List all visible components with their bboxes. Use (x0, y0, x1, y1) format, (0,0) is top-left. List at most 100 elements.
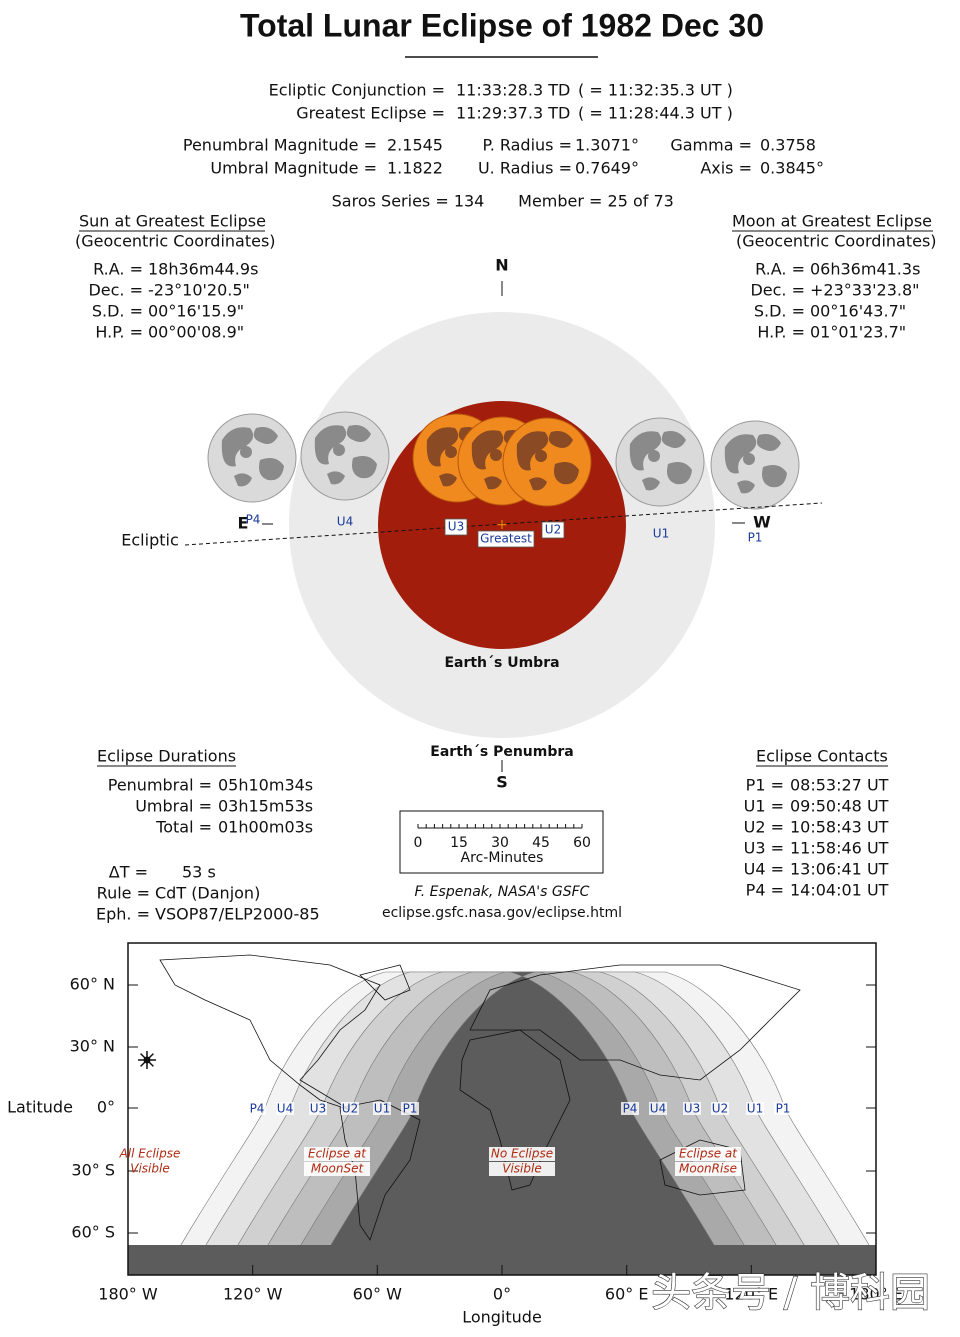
map-contact-label: U2 (342, 1102, 358, 1116)
moon (502, 417, 592, 507)
label: 18h36m44.9s (148, 260, 258, 279)
map-contact-box (373, 1102, 391, 1115)
zone-label: All Eclipse (119, 1147, 181, 1161)
map (128, 943, 876, 1275)
label: -23°10'20.5" (148, 281, 250, 300)
label: 03h15m53s (218, 797, 313, 816)
label: 1.1822 (387, 159, 443, 178)
visibility-zone (313, 971, 732, 1275)
map-contact-label: U4 (650, 1102, 666, 1116)
zone-label: No Eclipse (491, 1147, 553, 1161)
map-contact-box (276, 1102, 294, 1115)
label: S.D. = (92, 302, 143, 321)
continent (359, 964, 411, 1001)
label: Eph. = (96, 905, 150, 924)
label: 13:06:41 UT (790, 860, 889, 879)
section-heading: Moon at Greatest Eclipse (732, 212, 932, 231)
title: Total Lunar Eclipse of 1982 Dec 30 (240, 7, 764, 43)
moon-disk (615, 417, 705, 507)
longitude-label: 180° W (98, 1285, 158, 1304)
label: H.P. = (757, 323, 805, 342)
label: 00°16'15.9" (148, 302, 244, 321)
label: 0.7649° (575, 159, 639, 178)
label: Umbral Magnitude = (210, 159, 377, 178)
moon-disk (300, 411, 390, 501)
contact-label: Greatest (480, 532, 532, 546)
moon (207, 413, 297, 503)
map-contact-box (746, 1102, 764, 1115)
latitude-label: 30° N (70, 1037, 115, 1056)
label: 05h10m34s (218, 776, 313, 795)
label: 11:58:46 UT (790, 839, 889, 858)
label: 01°01'23.7" (810, 323, 906, 342)
label: Latitude (7, 1098, 73, 1117)
longitude-label: 180° E (849, 1285, 903, 1304)
scale-tick-label: 15 (450, 835, 468, 851)
section-heading: Eclipse Contacts (756, 747, 888, 766)
label: E (238, 514, 249, 533)
moon-disk (207, 413, 297, 503)
label: U2 = (744, 818, 784, 837)
label: Penumbral Magnitude = (183, 136, 377, 155)
map-contact-box (649, 1102, 667, 1115)
label: Arc-Minutes (461, 850, 544, 866)
sun-ray (140, 1053, 148, 1061)
map-contact-label: U2 (712, 1102, 728, 1116)
label: 53 s (182, 863, 216, 882)
label: 06h36m41.3s (810, 260, 920, 279)
label: Saros Series = 134 (332, 192, 485, 211)
moon (300, 411, 390, 501)
label: 01h00m03s (218, 818, 313, 837)
continent (659, 1139, 746, 1196)
map-contact-label: U1 (374, 1102, 390, 1116)
zone-label: MoonRise (679, 1162, 737, 1176)
contact-box (541, 521, 565, 539)
contact-label: U3 (448, 520, 464, 534)
label: eclipse.gsfc.nasa.gov/eclipse.html (382, 905, 622, 921)
zone-label: Eclipse at (308, 1147, 367, 1161)
label: Earth´s Umbra (444, 655, 559, 671)
moon-disk (710, 420, 800, 510)
map-contact-label: U4 (277, 1102, 293, 1116)
contact-box (444, 518, 468, 536)
ecliptic (184, 502, 823, 546)
map-contact-label: P1 (776, 1102, 791, 1116)
sun-ray (146, 1053, 154, 1061)
contact-box (477, 530, 535, 548)
scale-box (399, 810, 604, 874)
map-contact-label: P4 (623, 1102, 638, 1116)
label: P1 = (746, 776, 784, 795)
contact-label: P4 (246, 513, 261, 527)
label: 14:04:01 UT (790, 881, 889, 900)
map-contact-box (309, 1102, 327, 1115)
label: Greatest Eclipse = (296, 104, 445, 123)
label: Penumbral = (108, 776, 212, 795)
map-contact-box (621, 1102, 639, 1115)
label: 08:53:27 UT (790, 776, 889, 795)
label: 10:58:43 UT (790, 818, 889, 837)
label: Earth´s Penumbra (430, 744, 573, 760)
label: 0.3845° (760, 159, 824, 178)
scale-tick-label: 60 (573, 835, 591, 851)
label: S.D. = (754, 302, 805, 321)
label: N (495, 256, 508, 275)
zone-label: Eclipse at (679, 1147, 738, 1161)
label: 11:29:37.3 TD (456, 104, 570, 123)
scale-tick-label: 45 (532, 835, 550, 851)
zone-bg (489, 1162, 555, 1176)
zone-label: MoonSet (311, 1162, 365, 1176)
greatest-marker: + (496, 517, 508, 533)
label: Dec. = (750, 281, 805, 300)
zone-bg (489, 1147, 555, 1161)
label: +23°33'23.8" (810, 281, 920, 300)
label: 00°00'08.9" (148, 323, 244, 342)
continent (459, 1029, 571, 1191)
continent (469, 964, 801, 1081)
map-contact-label: U3 (684, 1102, 700, 1116)
label: Rule = (97, 884, 150, 903)
longitude-label: 120° E (724, 1285, 778, 1304)
zone-label: Visible (130, 1162, 169, 1176)
watermark: 头条号 / 博科园 (651, 1270, 930, 1316)
zone-bg (304, 1162, 370, 1176)
longitude-label: 120° W (223, 1285, 283, 1304)
